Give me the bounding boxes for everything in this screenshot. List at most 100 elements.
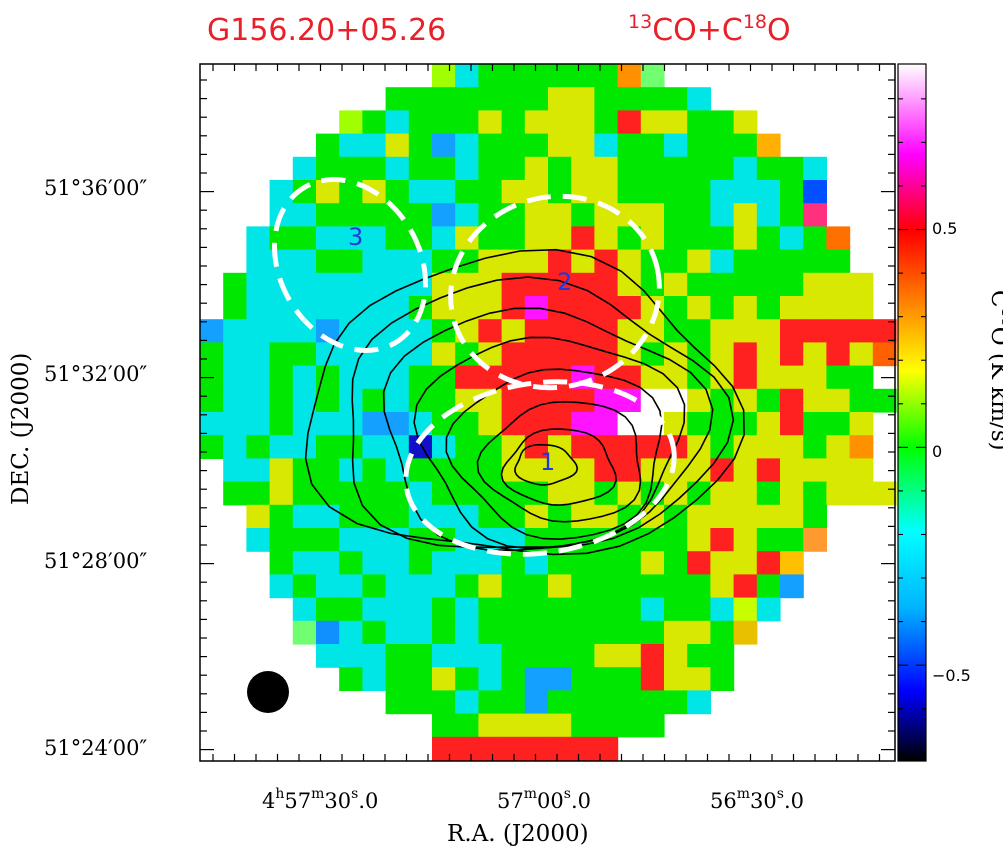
heatmap-cell — [292, 504, 317, 529]
heatmap-cell — [664, 667, 688, 691]
heatmap-cell — [455, 690, 479, 715]
heatmap-cell — [872, 319, 897, 343]
heatmap-cell — [455, 156, 479, 181]
svg-text:13CO+C18O: 13CO+C18O — [628, 11, 791, 48]
heatmap-cell — [455, 203, 479, 227]
heatmap-cell — [339, 365, 363, 390]
heatmap-cell — [849, 388, 874, 413]
heatmap-cell — [362, 365, 387, 390]
heatmap-cell — [478, 690, 503, 715]
heatmap-cell — [316, 458, 340, 483]
y-axis-label: DEC. (J2000) — [8, 353, 34, 505]
heatmap-cell — [664, 620, 688, 645]
heatmap-cell — [594, 574, 619, 599]
heatmap-cell — [710, 203, 735, 227]
heatmap-cell — [269, 296, 294, 320]
heatmap-cell — [571, 87, 595, 111]
heatmap-cell — [524, 435, 549, 459]
heatmap-cell — [200, 319, 224, 343]
heatmap-cell — [640, 110, 665, 135]
heatmap-cell — [478, 156, 503, 181]
heatmap-cell — [594, 272, 619, 297]
heatmap-cell — [640, 713, 665, 738]
heatmap-cell — [339, 388, 363, 413]
heatmap-cell — [617, 226, 642, 251]
heatmap-cell — [455, 435, 479, 459]
clump-labels: 1 2 3 — [348, 223, 572, 476]
heatmap-cell — [594, 713, 619, 738]
heatmap-cell — [640, 597, 665, 622]
heatmap-cell — [687, 667, 711, 691]
heatmap-cell — [408, 365, 433, 390]
heatmap-cell — [478, 574, 503, 599]
heatmap-cell — [432, 133, 456, 158]
clump-ellipse — [448, 193, 662, 391]
heatmap-cell — [385, 481, 410, 506]
heatmap-cell — [687, 342, 711, 367]
heatmap-cell — [292, 342, 317, 367]
heatmap-cell — [455, 272, 479, 297]
heatmap-cell — [733, 412, 758, 436]
heatmap-cell — [339, 481, 363, 506]
heatmap-cell — [524, 87, 549, 111]
heatmap-cell — [269, 180, 294, 204]
heatmap-cell — [617, 597, 642, 622]
heatmap-cell — [269, 458, 294, 483]
heatmap-cell — [432, 713, 456, 738]
heatmap-cell — [803, 296, 827, 320]
heatmap-cell — [803, 528, 827, 552]
heatmap-cell — [362, 458, 387, 483]
heatmap-cell — [408, 574, 433, 599]
heatmap-cell — [432, 667, 456, 691]
x-tick-label-0: 4h57m30s.0 — [262, 786, 378, 813]
heatmap-cell — [756, 481, 781, 506]
heatmap-cell — [362, 226, 387, 251]
heatmap-cells — [200, 64, 897, 761]
heatmap-cell — [524, 620, 549, 645]
y-tick-label-1: 51°32′00″ — [44, 362, 147, 386]
heatmap-cell — [687, 133, 711, 158]
clump-label-3: 3 — [348, 223, 363, 251]
heatmap-cell — [292, 226, 317, 251]
heatmap-cell — [432, 435, 456, 459]
heatmap-cell — [548, 249, 572, 274]
heatmap-cell — [269, 388, 294, 413]
heatmap-cell — [339, 156, 363, 181]
heatmap-cell — [640, 87, 665, 111]
heatmap-cell — [710, 435, 735, 459]
heatmap-cell — [664, 180, 688, 204]
heatmap-cell — [617, 203, 642, 227]
heatmap-cell — [223, 481, 247, 506]
heatmap-cell — [640, 180, 665, 204]
heatmap-cell — [455, 226, 479, 251]
heatmap-cell — [316, 180, 340, 204]
heatmap-cell — [594, 644, 619, 668]
heatmap-cell — [501, 87, 526, 111]
heatmap-cell — [501, 64, 526, 88]
line-iso1: 13 — [628, 11, 652, 33]
heatmap-cell — [501, 133, 526, 158]
heatmap-cell — [362, 110, 387, 135]
heatmap-cell — [524, 226, 549, 251]
heatmap-cell — [803, 412, 827, 436]
heatmap-cell — [733, 249, 758, 274]
heatmap-cell — [501, 156, 526, 181]
heatmap-cell — [501, 620, 526, 645]
heatmap-cell — [524, 319, 549, 343]
heatmap-cell — [548, 64, 572, 88]
heatmap-cell — [780, 481, 804, 506]
heatmap-cell — [362, 667, 387, 691]
heatmap-cell — [478, 342, 503, 367]
heatmap-cell — [849, 458, 874, 483]
heatmap-cell — [362, 388, 387, 413]
heatmap-cell — [756, 528, 781, 552]
heatmap-cell — [548, 597, 572, 622]
heatmap-cell — [826, 249, 851, 274]
heatmap-cell — [385, 667, 410, 691]
heatmap-cell — [780, 296, 804, 320]
heatmap-cell — [432, 504, 456, 529]
heatmap-cell — [617, 110, 642, 135]
heatmap-cell — [455, 504, 479, 529]
heatmap-cell — [385, 342, 410, 367]
heatmap-cell — [640, 644, 665, 668]
